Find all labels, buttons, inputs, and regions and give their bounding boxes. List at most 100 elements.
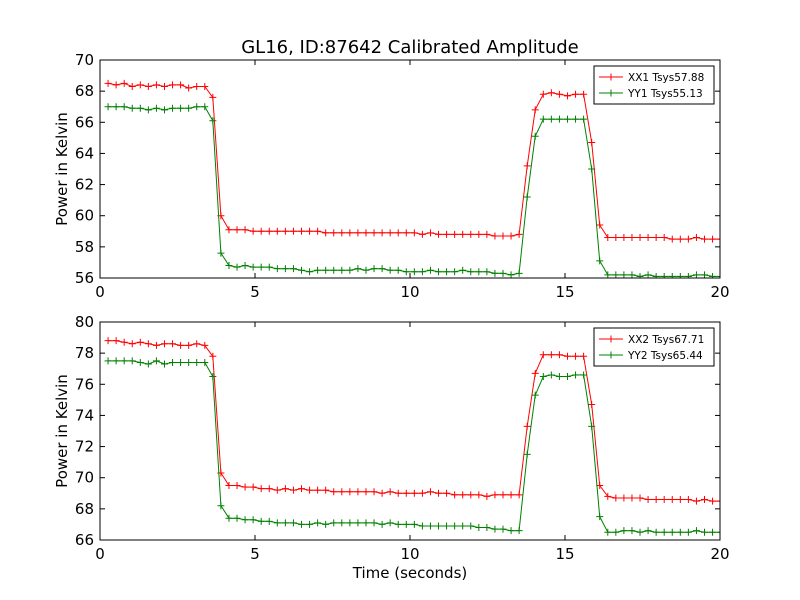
data-point xyxy=(426,522,434,530)
series-line-1 xyxy=(108,360,720,533)
x-tick-label: 5 xyxy=(250,283,260,301)
data-point xyxy=(257,227,265,235)
data-point xyxy=(201,103,209,111)
data-point xyxy=(515,527,523,535)
data-point xyxy=(346,519,354,527)
data-point xyxy=(225,262,233,270)
data-point xyxy=(692,234,700,242)
data-point xyxy=(588,165,596,173)
y-tick-label: 62 xyxy=(75,176,94,194)
data-point xyxy=(701,496,708,504)
data-point xyxy=(644,496,652,504)
data-point xyxy=(217,502,225,510)
data-point xyxy=(104,357,112,365)
data-point xyxy=(306,227,314,235)
data-point xyxy=(193,340,201,348)
data-point xyxy=(298,227,305,235)
data-point xyxy=(620,527,628,535)
data-point xyxy=(104,337,112,345)
data-point xyxy=(475,268,483,276)
data-point xyxy=(539,90,547,98)
data-point xyxy=(112,337,120,345)
data-point xyxy=(346,266,354,274)
data-point xyxy=(701,271,708,278)
data-point xyxy=(588,422,596,430)
data-point xyxy=(249,263,257,271)
data-point xyxy=(120,79,128,87)
data-point xyxy=(249,516,257,524)
data-point xyxy=(169,81,177,89)
data-point xyxy=(547,351,555,359)
y-tick-label: 70 xyxy=(75,469,94,487)
data-point xyxy=(523,450,531,458)
data-point xyxy=(273,265,281,273)
data-point xyxy=(152,341,160,349)
data-point xyxy=(217,249,225,257)
data-point xyxy=(330,266,338,274)
data-point xyxy=(555,351,563,359)
data-point xyxy=(273,486,281,494)
data-point xyxy=(128,82,136,90)
data-point xyxy=(128,104,136,112)
data-point xyxy=(225,226,233,234)
data-point xyxy=(314,227,322,235)
data-point xyxy=(120,338,128,346)
data-point xyxy=(612,494,620,502)
data-point xyxy=(225,514,233,522)
y-tick-label: 78 xyxy=(75,344,94,362)
data-point xyxy=(209,117,217,125)
data-point xyxy=(507,232,515,240)
data-point xyxy=(354,265,362,273)
data-point xyxy=(289,486,297,494)
data-point xyxy=(483,524,491,532)
y-tick-label: 66 xyxy=(75,531,94,549)
data-point xyxy=(418,522,426,530)
data-point xyxy=(717,500,720,502)
data-point xyxy=(620,271,628,278)
x-axis-label: Time (seconds) xyxy=(352,564,468,582)
x-tick-label: 0 xyxy=(95,283,105,301)
data-point xyxy=(306,268,314,276)
chart-title: GL16, ID:87642 Calibrated Amplitude xyxy=(241,37,579,58)
data-point xyxy=(289,265,297,273)
data-point xyxy=(555,90,563,98)
data-point xyxy=(265,517,273,525)
data-point xyxy=(491,269,499,277)
data-point xyxy=(572,371,580,379)
data-point xyxy=(515,230,523,238)
data-point xyxy=(152,81,160,89)
data-point xyxy=(402,489,410,497)
data-point xyxy=(314,519,322,527)
data-point xyxy=(281,519,289,527)
data-point xyxy=(306,486,314,494)
data-point xyxy=(209,352,217,360)
data-point xyxy=(233,226,241,234)
data-point xyxy=(112,103,120,111)
data-point xyxy=(426,266,434,274)
data-point xyxy=(628,494,636,502)
data-point xyxy=(668,496,676,504)
data-point xyxy=(378,489,386,497)
data-point xyxy=(346,229,354,237)
data-point xyxy=(451,230,459,238)
data-point xyxy=(410,268,418,276)
data-point xyxy=(660,234,668,242)
data-point xyxy=(644,271,652,278)
data-point xyxy=(281,485,289,493)
data-point xyxy=(701,528,708,536)
data-point xyxy=(563,92,571,100)
data-point xyxy=(370,488,378,496)
data-point xyxy=(330,488,338,496)
data-point xyxy=(289,227,297,235)
data-point xyxy=(459,266,467,274)
data-point xyxy=(435,522,443,530)
data-point xyxy=(709,272,717,278)
data-point xyxy=(394,520,402,528)
data-point xyxy=(620,234,628,242)
data-point xyxy=(717,238,720,240)
data-point xyxy=(410,520,418,528)
data-point xyxy=(443,230,451,238)
data-point xyxy=(193,82,201,90)
data-point xyxy=(233,482,241,489)
data-point xyxy=(378,520,386,528)
